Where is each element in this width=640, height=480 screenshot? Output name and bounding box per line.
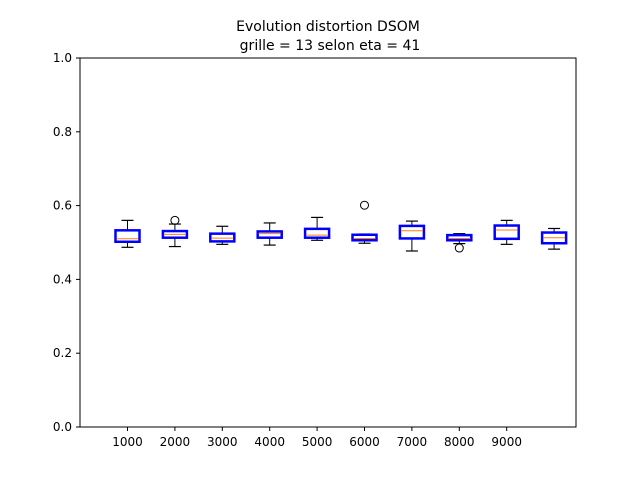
x-tick-label: 2000 bbox=[160, 435, 191, 449]
box bbox=[209, 232, 236, 243]
box bbox=[398, 224, 426, 240]
y-tick-label: 0.6 bbox=[53, 199, 72, 213]
x-tick-label: 5000 bbox=[302, 435, 333, 449]
outlier-point bbox=[360, 200, 369, 210]
x-tick-label: 7000 bbox=[397, 435, 428, 449]
outlier-point bbox=[170, 215, 180, 225]
box-group bbox=[209, 225, 236, 245]
axes-frame bbox=[79, 57, 577, 428]
box bbox=[351, 233, 378, 242]
box-group bbox=[493, 219, 520, 245]
box-group bbox=[398, 220, 426, 252]
box-group bbox=[114, 219, 141, 248]
y-tick-label: 0.2 bbox=[53, 346, 72, 360]
y-axis: 0.0 0.2 0.4 0.6 0.8 1.0 bbox=[53, 51, 80, 434]
outlier-point bbox=[454, 243, 464, 253]
x-axis: 1000 2000 3000 4000 5000 6000 7000 8000 9000 bbox=[112, 427, 522, 449]
box bbox=[446, 233, 473, 242]
box bbox=[540, 231, 568, 245]
box bbox=[161, 229, 189, 239]
box-group bbox=[161, 215, 189, 248]
chart-subtitle: grille = 13 selon eta = 41 bbox=[240, 38, 421, 54]
box bbox=[493, 224, 520, 241]
y-tick-label: 1.0 bbox=[53, 51, 72, 65]
box-group bbox=[303, 216, 331, 241]
x-tick-label: 6000 bbox=[349, 435, 380, 449]
box-group bbox=[540, 227, 568, 250]
box bbox=[303, 227, 331, 239]
box-group bbox=[446, 233, 473, 253]
y-tick-label: 0.4 bbox=[53, 272, 72, 286]
chart-title: Evolution distortion DSOM bbox=[236, 19, 420, 35]
y-tick-label: 0.0 bbox=[53, 420, 72, 434]
box-group bbox=[256, 222, 283, 246]
x-tick-label: 1000 bbox=[112, 435, 143, 449]
x-tick-label: 9000 bbox=[491, 435, 522, 449]
x-tick-label: 8000 bbox=[444, 435, 475, 449]
box-group bbox=[351, 200, 378, 244]
plot-area bbox=[114, 200, 568, 253]
x-tick-label: 4000 bbox=[254, 435, 285, 449]
x-tick-label: 3000 bbox=[207, 435, 238, 449]
box bbox=[114, 229, 141, 244]
box bbox=[256, 230, 283, 239]
y-tick-label: 0.8 bbox=[53, 125, 72, 139]
